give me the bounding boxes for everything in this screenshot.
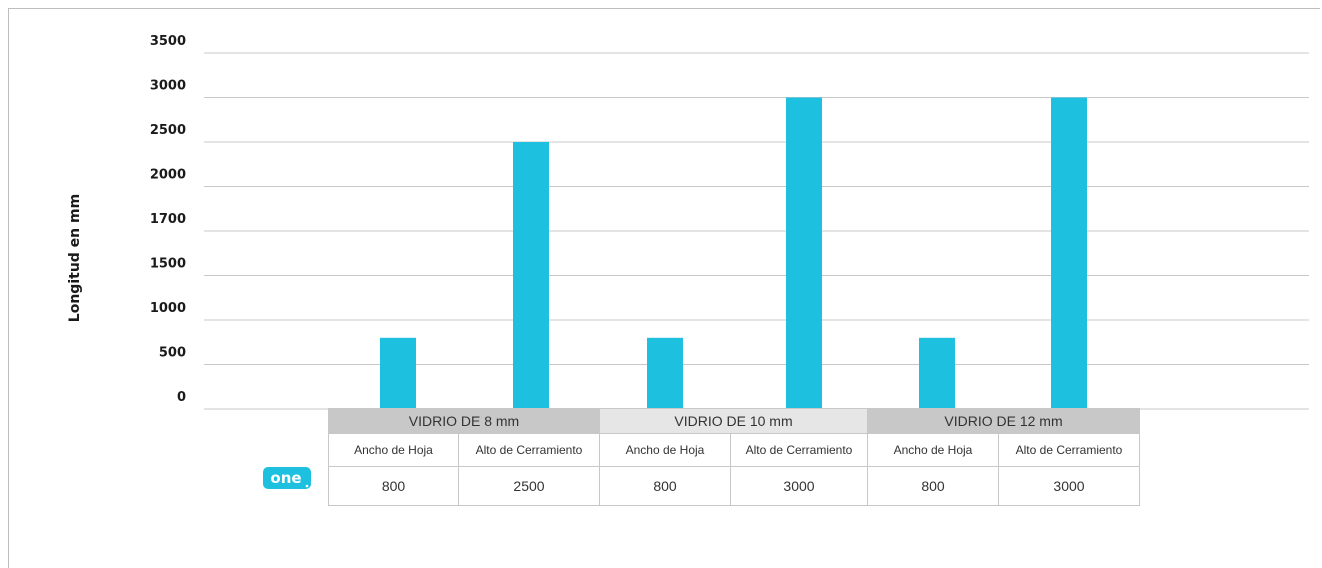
bar-ancho-de-hoja xyxy=(919,337,955,409)
value-cell: 3000 xyxy=(730,466,868,506)
bar-ancho-de-hoja xyxy=(380,337,416,409)
bar-ancho-de-hoja xyxy=(647,337,683,409)
bar-alto-de-cerramiento xyxy=(513,142,549,409)
bar-alto-de-cerramiento xyxy=(1051,97,1087,409)
y-tick-label: 3500 xyxy=(150,34,186,49)
table-group-row: VIDRIO DE 8 mm VIDRIO DE 10 mm VIDRIO DE… xyxy=(328,408,1140,434)
group-header-12mm: VIDRIO DE 12 mm xyxy=(867,408,1140,434)
value-cell: 800 xyxy=(867,466,999,506)
data-table: VIDRIO DE 8 mm VIDRIO DE 10 mm VIDRIO DE… xyxy=(328,408,1140,506)
y-tick-label: 1000 xyxy=(150,301,186,316)
bar-chart: 0 500 1000 1500 1700 2000 2500 3000 3500 Longitu… xyxy=(67,34,1309,410)
y-tick-label: 2000 xyxy=(150,168,186,183)
chart-frame xyxy=(8,8,1320,568)
group-header-8mm: VIDRIO DE 8 mm xyxy=(328,408,600,434)
svg-text:one: one xyxy=(270,469,301,487)
y-tick-label: 1500 xyxy=(150,257,186,272)
y-tick-label: 0 xyxy=(177,390,186,405)
table-subheader-row: Ancho de Hoja Alto de Cerramiento Ancho … xyxy=(328,433,1140,467)
bars xyxy=(380,97,1087,409)
table-value-row: 800 2500 800 3000 800 3000 xyxy=(328,466,1140,506)
subheader-cell: Alto de Cerramiento xyxy=(730,433,868,467)
y-tick-label: 1700 xyxy=(150,212,186,227)
subheader-cell: Ancho de Hoja xyxy=(599,433,731,467)
y-tick-label: 2500 xyxy=(150,123,186,138)
y-tick-label: 500 xyxy=(159,346,186,361)
y-tick-label: 3000 xyxy=(150,79,186,94)
grid-lines xyxy=(204,52,1309,410)
group-header-10mm: VIDRIO DE 10 mm xyxy=(599,408,868,434)
subheader-cell: Ancho de Hoja xyxy=(867,433,999,467)
value-cell: 800 xyxy=(599,466,731,506)
value-cell: 2500 xyxy=(458,466,600,506)
y-axis-label: Longitud en mm xyxy=(67,194,83,322)
subheader-cell: Ancho de Hoja xyxy=(328,433,459,467)
subheader-cell: Alto de Cerramiento xyxy=(458,433,600,467)
value-cell: 800 xyxy=(328,466,459,506)
y-axis-ticks: 0 500 1000 1500 1700 2000 2500 3000 3500 xyxy=(150,34,186,405)
brand-logo: one xyxy=(263,467,311,489)
bar-alto-de-cerramiento xyxy=(786,97,822,409)
subheader-cell: Alto de Cerramiento xyxy=(998,433,1140,467)
value-cell: 3000 xyxy=(998,466,1140,506)
